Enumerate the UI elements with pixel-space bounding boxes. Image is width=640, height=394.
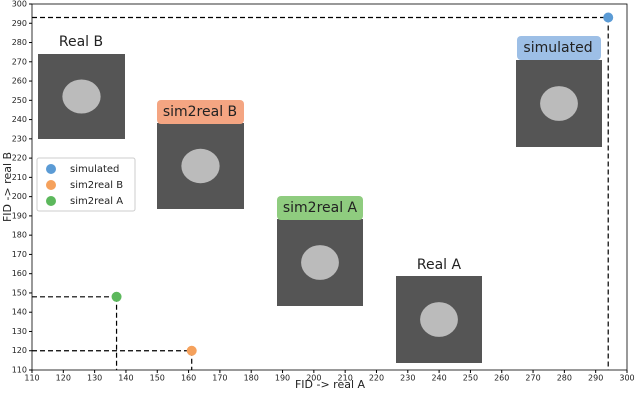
legend-label: simulated [70, 164, 119, 175]
point [111, 291, 122, 302]
legend-marker [46, 164, 56, 174]
x-tick-label: 230 [400, 374, 415, 383]
y-tick-label: 220 [12, 154, 27, 163]
x-tick-label: 240 [431, 374, 446, 383]
x-tick-label: 120 [56, 374, 71, 383]
plot-frame [31, 3, 628, 371]
x-tick-label: 190 [275, 374, 290, 383]
y-tick-label: 150 [12, 288, 27, 297]
legend-box [36, 157, 136, 212]
y-tick-label: 160 [12, 269, 27, 278]
x-tick-label: 270 [525, 374, 540, 383]
image-detail [301, 245, 339, 280]
y-tick-label: 140 [12, 308, 27, 317]
y-tick-label: 130 [12, 327, 27, 336]
x-tick-label: 170 [212, 374, 227, 383]
x-tick-label: 150 [150, 374, 165, 383]
label-box [157, 100, 244, 124]
x-tick-label: 130 [87, 374, 102, 383]
x-tick-label: 220 [369, 374, 384, 383]
x-tick-label: 180 [244, 374, 259, 383]
x-tick-label: 280 [557, 374, 572, 383]
image-label: Real A [417, 257, 462, 273]
legend-marker [46, 196, 56, 206]
x-tick-label: 210 [338, 374, 353, 383]
x-tick-label: 290 [588, 374, 603, 383]
y-tick-label: 240 [12, 115, 27, 124]
legend-label: sim2real B [70, 180, 123, 191]
legend-marker [46, 180, 56, 190]
x-tick-label: 260 [494, 374, 509, 383]
image-detail [181, 148, 220, 184]
y-tick-label: 250 [12, 96, 27, 105]
x-axis-label: FID -> real A [295, 378, 366, 391]
x-tick-label: 160 [181, 374, 196, 383]
image-detail [540, 86, 578, 121]
y-tick-label: 110 [12, 366, 27, 375]
y-tick-label: 200 [12, 192, 27, 201]
x-tick-label: 250 [463, 374, 478, 383]
y-tick-label: 290 [12, 19, 27, 28]
y-tick-label: 190 [12, 211, 27, 220]
x-tick-label: 140 [118, 374, 133, 383]
image-label: sim2real A [283, 200, 358, 216]
point [603, 12, 614, 23]
y-tick-label: 270 [12, 57, 27, 66]
label-box [277, 196, 363, 220]
y-tick-label: 230 [12, 134, 27, 143]
y-tick-label: 300 [12, 0, 27, 9]
x-tick-label: 110 [24, 374, 39, 383]
label-box [517, 36, 601, 60]
y-tick-label: 170 [12, 250, 27, 259]
point [186, 345, 197, 356]
y-tick-label: 180 [12, 231, 27, 240]
image-label: simulated [523, 40, 592, 56]
x-tick-label: 200 [306, 374, 321, 383]
y-tick-label: 120 [12, 346, 27, 355]
image-label: sim2real B [163, 104, 237, 120]
y-tick-label: 260 [12, 77, 27, 86]
image-detail [420, 302, 458, 337]
y-axis-label: FID -> real B [1, 152, 14, 222]
image-label: Real B [59, 34, 103, 50]
x-tick-label: 300 [619, 374, 634, 383]
y-tick-label: 280 [12, 38, 27, 47]
y-tick-label: 210 [12, 173, 27, 182]
image-detail [62, 79, 101, 114]
legend-label: sim2real A [70, 196, 123, 207]
